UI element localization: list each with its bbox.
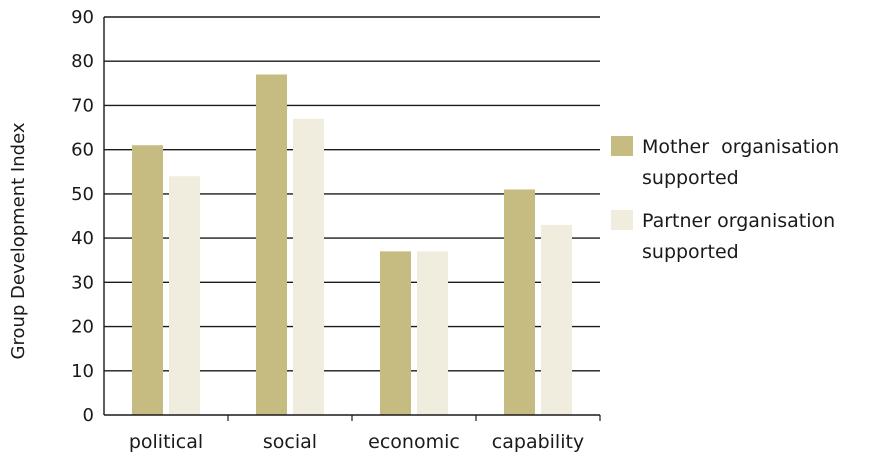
legend-label: Mother organisation (642, 136, 839, 158)
bar (256, 74, 287, 415)
y-tick-label: 60 (71, 140, 94, 161)
bar (504, 189, 535, 415)
y-tick-label: 40 (71, 228, 94, 249)
x-category-label: social (263, 431, 317, 453)
y-tick-label: 80 (71, 51, 94, 72)
y-tick-label: 50 (71, 184, 94, 205)
bar (541, 224, 572, 415)
y-tick-label: 10 (71, 361, 94, 382)
legend-label: Partner organisation (642, 210, 835, 232)
y-tick-labels: 0 10 20 30 40 50 60 70 80 90 (71, 7, 94, 426)
y-tick-label: 70 (71, 95, 94, 116)
axes (103, 17, 601, 421)
y-tick-label: 90 (71, 7, 94, 28)
legend-label: supported (642, 241, 739, 263)
y-tick-label: 30 (71, 272, 94, 293)
y-tick-label: 20 (71, 317, 94, 338)
x-category-label: political (129, 431, 203, 453)
y-axis-label: Group Development Index (8, 122, 29, 359)
bar (169, 176, 200, 415)
bars (132, 74, 572, 415)
bar (417, 251, 448, 415)
x-category-labels: political social economic capability (129, 431, 584, 453)
legend-swatch (611, 210, 633, 230)
bar (380, 251, 411, 415)
legend-label: supported (642, 167, 739, 189)
x-category-label: economic (368, 431, 460, 453)
legend: Mother organisation supported Partner orga… (611, 136, 839, 263)
bar (293, 118, 324, 415)
x-category-label: capability (492, 431, 584, 453)
legend-swatch (611, 136, 633, 156)
y-tick-label: 0 (83, 405, 94, 426)
bar (132, 145, 163, 415)
